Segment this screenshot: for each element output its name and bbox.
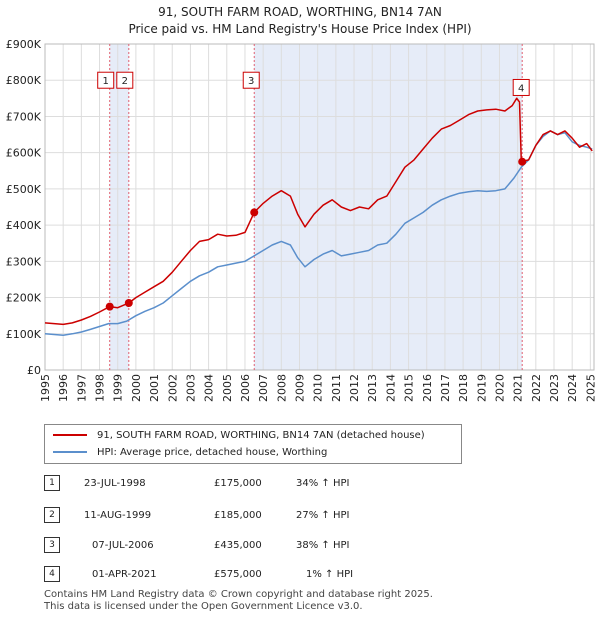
x-tick-label: 2005 bbox=[221, 374, 234, 402]
transaction-point bbox=[105, 302, 114, 311]
x-tick-label: 2013 bbox=[366, 374, 379, 402]
transaction-row: 2 11-AUG-1999 £185,000 27% ↑ HPI bbox=[44, 507, 464, 525]
x-tick-label: 2010 bbox=[312, 374, 325, 402]
x-tick-label: 2007 bbox=[257, 374, 270, 402]
legend-swatch-hpi bbox=[53, 451, 87, 453]
x-tick-label: 2006 bbox=[239, 374, 252, 402]
y-tick-label: £400K bbox=[6, 219, 42, 232]
transaction-label-number: 4 bbox=[518, 83, 524, 94]
x-tick-label: 2000 bbox=[130, 374, 143, 402]
transaction-hpi: 38% ↑ HPI bbox=[296, 540, 350, 551]
footer: Contains HM Land Registry data © Crown c… bbox=[44, 589, 433, 613]
legend-label-property: 91, SOUTH FARM ROAD, WORTHING, BN14 7AN … bbox=[97, 429, 425, 441]
transaction-row: 1 23-JUL-1998 £175,000 34% ↑ HPI bbox=[44, 475, 464, 493]
transaction-date: 11-AUG-1999 bbox=[84, 510, 152, 521]
transaction-row: 3 07-JUL-2006 £435,000 38% ↑ HPI bbox=[44, 537, 464, 555]
ownership-shade bbox=[254, 44, 523, 370]
transaction-marker: 4 bbox=[44, 566, 60, 582]
x-tick-label: 2008 bbox=[275, 374, 288, 402]
transaction-hpi: 34% ↑ HPI bbox=[296, 478, 350, 489]
x-tick-label: 1999 bbox=[112, 374, 125, 402]
y-tick-label: £100K bbox=[6, 328, 42, 341]
transaction-marker: 2 bbox=[44, 507, 60, 523]
y-tick-label: £700K bbox=[6, 110, 42, 123]
transaction-date: 07-JUL-2006 bbox=[92, 540, 154, 551]
price-chart: £0 £100K £200K £300K £400K £500K £600K £700K £80… bbox=[6, 38, 598, 402]
transaction-date: 01-APR-2021 bbox=[92, 569, 157, 580]
x-tick-label: 2018 bbox=[457, 374, 470, 402]
y-tick-label: £500K bbox=[6, 183, 42, 196]
x-tick-label: 2020 bbox=[493, 374, 506, 402]
legend: 91, SOUTH FARM ROAD, WORTHING, BN14 7AN … bbox=[44, 424, 462, 464]
transaction-label-number: 3 bbox=[248, 76, 254, 87]
x-tick-label: 2017 bbox=[439, 374, 452, 402]
x-tick-label: 2012 bbox=[348, 374, 361, 402]
series-line-property bbox=[44, 97, 593, 326]
transaction-label-box bbox=[512, 78, 530, 96]
footer-copyright: Contains HM Land Registry data © Crown c… bbox=[44, 589, 433, 600]
transaction-point bbox=[518, 157, 527, 166]
y-tick-label: £800K bbox=[6, 74, 42, 87]
transaction-label-box bbox=[116, 71, 134, 89]
x-tick-label: 2002 bbox=[166, 374, 179, 402]
x-tick-label: 2001 bbox=[148, 374, 161, 402]
plot-frame bbox=[44, 43, 595, 371]
y-tick-label: £600K bbox=[6, 147, 42, 160]
x-tick-label: 2021 bbox=[512, 374, 525, 402]
transaction-date: 23-JUL-1998 bbox=[84, 478, 146, 489]
transaction-hpi: 27% ↑ HPI bbox=[296, 510, 350, 521]
legend-label-hpi: HPI: Average price, detached house, Wort… bbox=[97, 446, 328, 458]
x-tick-label: 1997 bbox=[75, 374, 88, 402]
x-tick-label: 1995 bbox=[39, 374, 52, 402]
transaction-row: 4 01-APR-2021 £575,000 1% ↑ HPI bbox=[44, 566, 464, 584]
x-tick-label: 2004 bbox=[203, 374, 216, 402]
transaction-label-box bbox=[97, 71, 115, 89]
x-tick-label: 2022 bbox=[530, 374, 543, 402]
y-tick-label: £900K bbox=[6, 38, 42, 51]
x-tick-label: 2009 bbox=[294, 374, 307, 402]
x-tick-label: 1996 bbox=[57, 374, 70, 402]
transaction-price: £185,000 bbox=[214, 510, 262, 521]
transaction-label-number: 2 bbox=[122, 76, 128, 87]
legend-swatch-property bbox=[53, 434, 87, 436]
transaction-point bbox=[124, 298, 133, 307]
footer-license: This data is licensed under the Open Gov… bbox=[44, 601, 363, 612]
x-tick-label: 2024 bbox=[566, 374, 579, 402]
transaction-hpi: 1% ↑ HPI bbox=[306, 569, 354, 580]
transaction-point bbox=[250, 208, 259, 217]
transaction-marker: 3 bbox=[44, 537, 60, 553]
y-tick-label: £300K bbox=[6, 255, 42, 268]
transaction-price: £435,000 bbox=[214, 540, 262, 551]
chart-title: 91, SOUTH FARM ROAD, WORTHING, BN14 7AN bbox=[158, 5, 442, 19]
x-tick-label: 2015 bbox=[403, 374, 416, 402]
chart-subtitle: Price paid vs. HM Land Registry's House … bbox=[128, 22, 472, 36]
transaction-label-box bbox=[242, 71, 260, 89]
x-tick-label: 1998 bbox=[94, 374, 107, 402]
x-tick-label: 2003 bbox=[184, 374, 197, 402]
y-tick-label: £0 bbox=[27, 364, 41, 377]
x-tick-label: 2014 bbox=[384, 374, 397, 402]
transaction-label-number: 1 bbox=[103, 76, 109, 87]
legend-item-hpi: HPI: Average price, detached house, Wort… bbox=[53, 445, 327, 459]
series-line-hpi bbox=[44, 130, 593, 336]
x-tick-label: 2011 bbox=[330, 374, 343, 402]
x-tick-label: 2016 bbox=[421, 374, 434, 402]
ownership-shade bbox=[109, 44, 129, 370]
transaction-marker: 1 bbox=[44, 475, 60, 491]
transaction-price: £175,000 bbox=[214, 478, 262, 489]
y-tick-label: £200K bbox=[6, 292, 42, 305]
legend-item-property: 91, SOUTH FARM ROAD, WORTHING, BN14 7AN … bbox=[53, 428, 425, 442]
x-tick-label: 2023 bbox=[548, 374, 561, 402]
x-tick-label: 2025 bbox=[584, 374, 597, 402]
transaction-price: £575,000 bbox=[214, 569, 262, 580]
x-tick-label: 2019 bbox=[475, 374, 488, 402]
